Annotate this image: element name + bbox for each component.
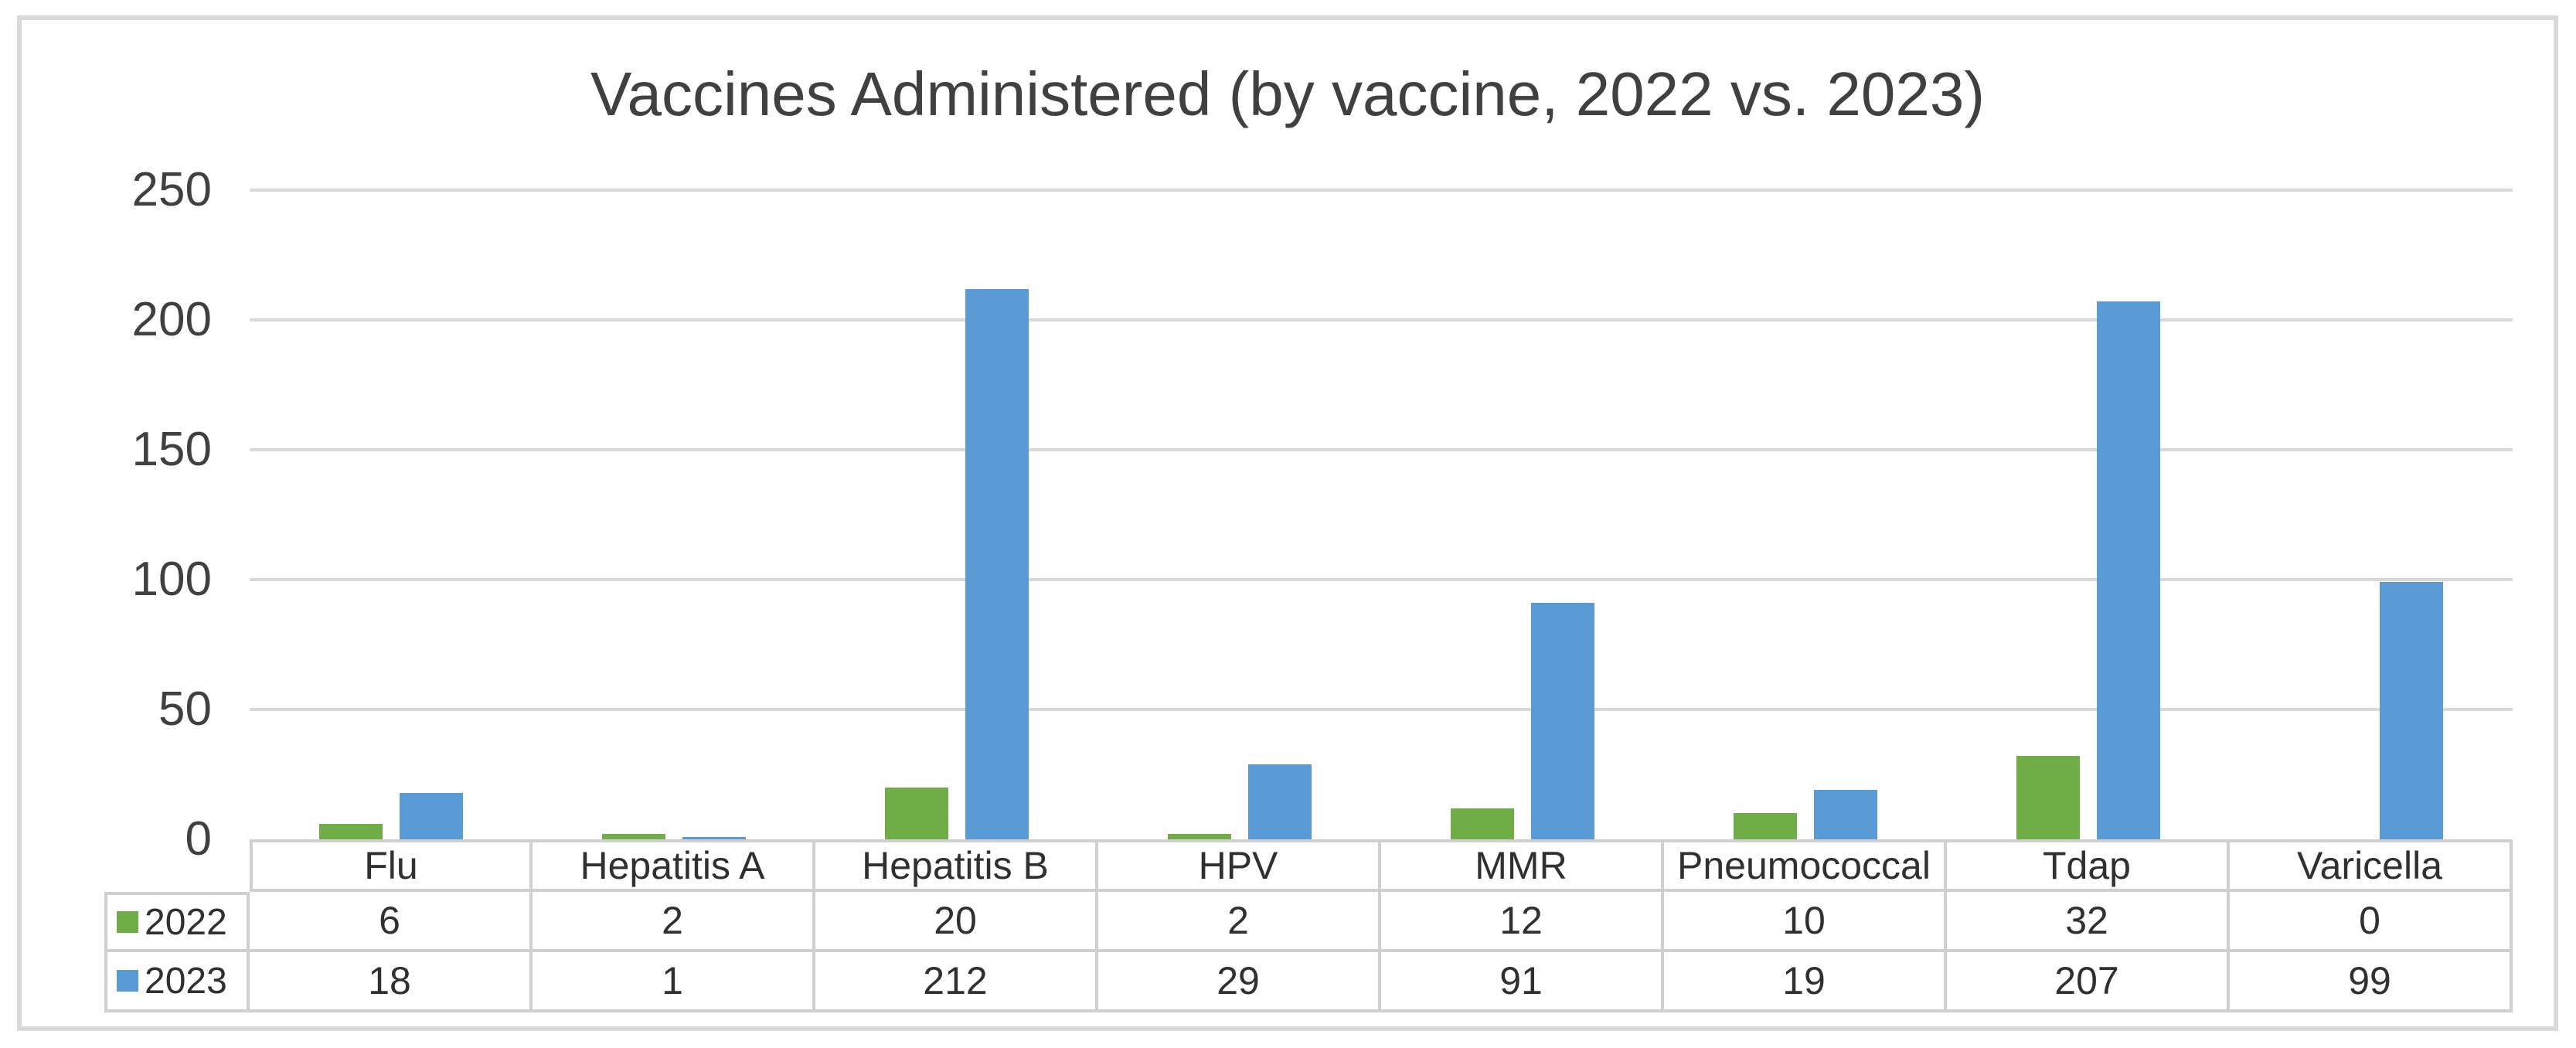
table-header-cell-mmr: MMR — [1381, 839, 1664, 892]
table-cell-2023-pneumococcal: 19 — [1664, 952, 1947, 1012]
table-cell-2022-hepatitis-b: 20 — [815, 892, 1098, 952]
chart-title: Vaccines Administered (by vaccine, 2022 … — [590, 60, 1985, 128]
table-cell-2023-tdap: 207 — [1947, 952, 2230, 1012]
table-header-cell-hepatitis-a: Hepatitis A — [533, 839, 815, 892]
bar-2022-mmr — [1451, 808, 1514, 839]
bar-2022-flu — [319, 823, 383, 839]
table-cell-2022-hpv: 2 — [1098, 892, 1381, 952]
gridline-200 — [250, 318, 2513, 322]
bar-2023-hepatitis-b — [965, 288, 1029, 839]
data-table: Flu Hepatitis A Hepatitis B HPV MMR Pneumococ… — [104, 839, 2513, 1012]
table-cell-2023-hepatitis-b: 212 — [815, 952, 1098, 1012]
table-cell-2022-mmr: 12 — [1381, 892, 1664, 952]
bar-2023-hpv — [1248, 764, 1312, 839]
y-axis-tick-label-0: 0 — [185, 812, 212, 866]
table-cell-2023-hpv: 29 — [1098, 952, 1381, 1012]
bar-2022-pneumococcal — [1734, 813, 1797, 839]
y-axis-tick-label-200: 200 — [131, 293, 212, 346]
y-axis-tick-label-250: 250 — [131, 163, 212, 216]
table-cell-2022-flu: 6 — [250, 892, 533, 952]
legend-swatch-2023 — [117, 970, 138, 992]
table-cell-2023-mmr: 91 — [1381, 952, 1664, 1012]
table-header-cell-hepatitis-b: Hepatitis B — [815, 839, 1098, 892]
bar-2022-hepatitis-a — [602, 834, 665, 839]
gridline-150 — [250, 448, 2513, 451]
table-header-cell-pneumococcal: Pneumococcal — [1664, 839, 1947, 892]
table-cell-2023-hepatitis-a: 1 — [533, 952, 815, 1012]
y-axis-tick-label-150: 150 — [131, 423, 212, 476]
y-axis-tick-label-50: 50 — [158, 682, 212, 736]
bar-2023-varicella — [2380, 582, 2443, 839]
legend-label-2022: 2022 — [145, 901, 227, 943]
gridline-100 — [250, 578, 2513, 581]
legend-label-2023: 2023 — [145, 960, 227, 1002]
table-cell-2022-tdap: 32 — [1947, 892, 2230, 952]
legend-swatch-2022 — [117, 911, 138, 933]
bar-2023-flu — [400, 792, 463, 839]
table-header-cell-hpv: HPV — [1098, 839, 1381, 892]
bar-2022-tdap — [2016, 756, 2080, 839]
table-header-cell-flu: Flu — [250, 839, 533, 892]
bar-2022-hepatitis-b — [885, 787, 948, 839]
bar-2022-hpv — [1168, 834, 1231, 839]
table-header-cell-varicella: Varicella — [2230, 839, 2513, 892]
chart-frame: Vaccines Administered (by vaccine, 2022 … — [17, 15, 2558, 1031]
gridline-50 — [250, 708, 2513, 711]
table-cell-2022-pneumococcal: 10 — [1664, 892, 1947, 952]
legend-cell-2022: 2022 — [104, 892, 250, 952]
y-axis-tick-label-100: 100 — [131, 553, 212, 606]
bar-2023-hepatitis-a — [682, 836, 746, 839]
table-cell-2023-varicella: 99 — [2230, 952, 2513, 1012]
bar-2023-tdap — [2097, 301, 2160, 839]
bar-2023-mmr — [1531, 603, 1594, 839]
table-cell-2022-varicella: 0 — [2230, 892, 2513, 952]
table-cell-2023-flu: 18 — [250, 952, 533, 1012]
legend-cell-2023: 2023 — [104, 952, 250, 1012]
gridline-250 — [250, 189, 2513, 192]
table-header-cell-tdap: Tdap — [1947, 839, 2230, 892]
table-cell-2022-hepatitis-a: 2 — [533, 892, 815, 952]
bar-2023-pneumococcal — [1814, 790, 1877, 839]
